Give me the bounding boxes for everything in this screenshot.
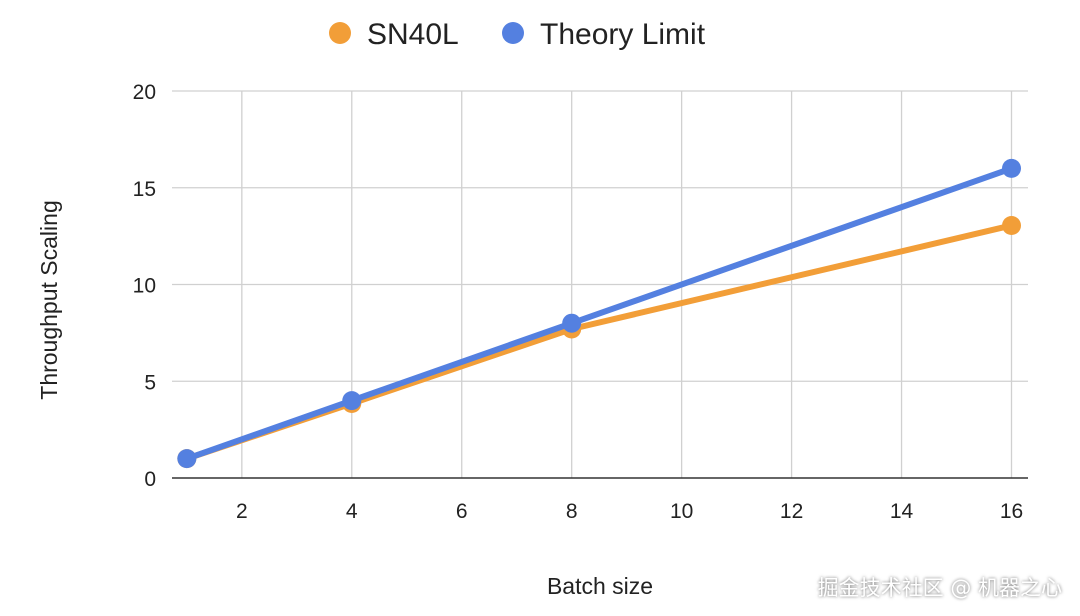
y-tick-label: 10 [133, 275, 156, 298]
data-point [562, 313, 582, 333]
series-line-theory-limit [185, 165, 1013, 462]
y-tick-label: 0 [144, 468, 156, 491]
y-tick-label: 15 [133, 178, 156, 201]
y-tick-label: 20 [133, 81, 156, 104]
data-point [1002, 215, 1022, 235]
x-tick-label: 8 [566, 500, 578, 523]
legend-label: Theory Limit [540, 18, 706, 51]
data-point [1002, 158, 1022, 178]
series-line-sn40l [185, 222, 1013, 462]
y-tick-label: 5 [144, 371, 156, 394]
x-tick-label: 4 [346, 500, 358, 523]
x-axis-label: Batch size [547, 573, 653, 599]
legend-label: SN40L [367, 18, 459, 51]
watermark: 掘金技术社区 @ 机器之心 [817, 576, 1062, 600]
data-point [342, 391, 362, 411]
x-tick-label: 14 [890, 500, 914, 523]
x-tick-label: 16 [1000, 500, 1023, 523]
legend-marker [502, 22, 524, 44]
legend-marker [329, 22, 351, 44]
x-tick-label: 12 [780, 500, 803, 523]
x-tick-label: 6 [456, 500, 468, 523]
x-tick-label: 2 [236, 500, 248, 523]
y-axis-label: Throughput Scaling [36, 200, 62, 399]
data-point [177, 449, 197, 469]
x-tick-label: 10 [670, 500, 693, 523]
